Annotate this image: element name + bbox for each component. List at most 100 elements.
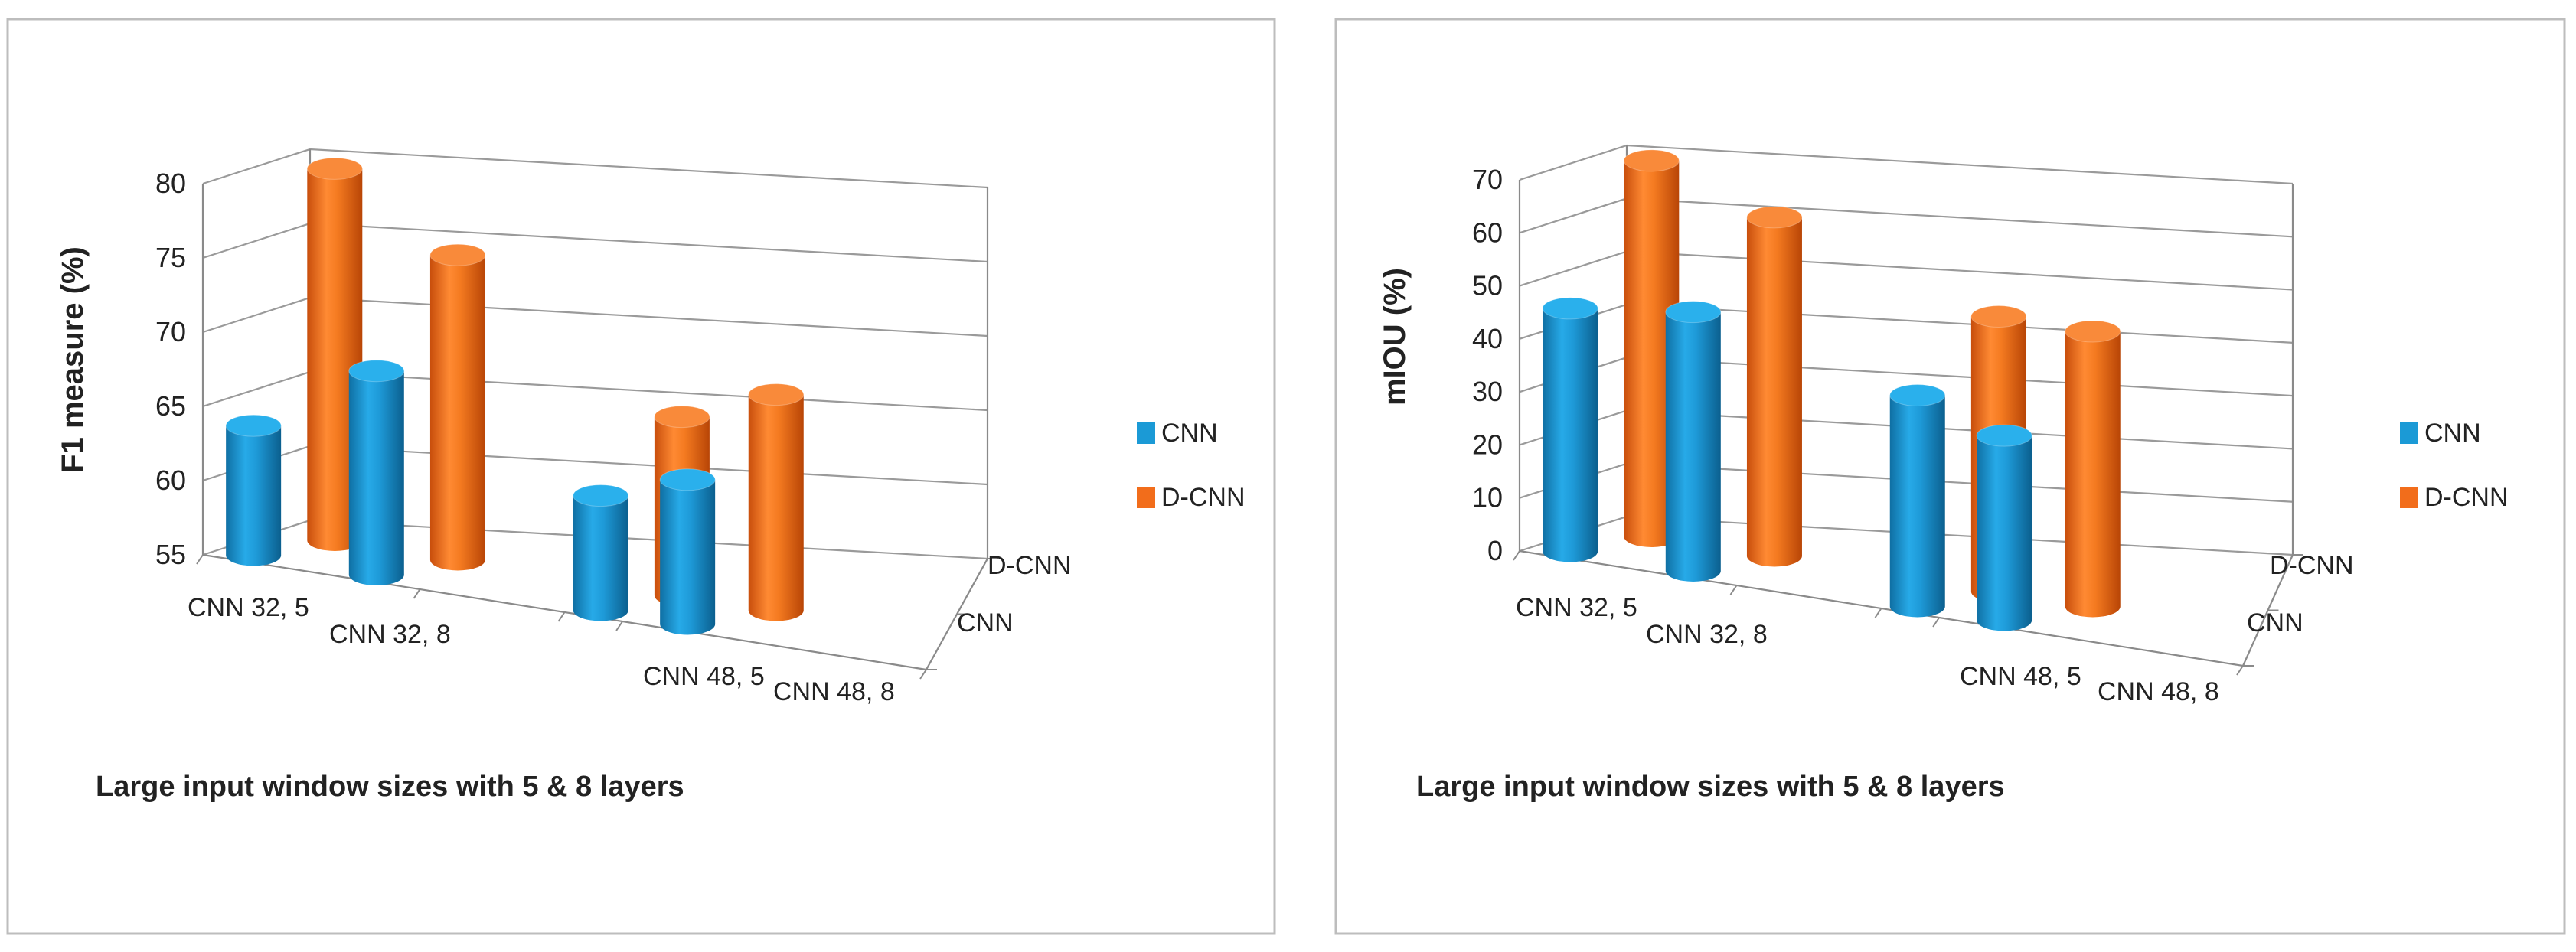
y-tick-label: 0 — [1487, 535, 1503, 566]
bar-body — [307, 168, 363, 551]
bar-d-cnn-cnn-48-8 — [748, 383, 805, 621]
bar-body — [1889, 395, 1945, 618]
y-tick-label: 70 — [1472, 164, 1503, 195]
chart-legend: CNN D-CNN — [1137, 419, 1246, 512]
chart-frame — [6, 18, 1276, 935]
bar-top — [1665, 301, 1722, 324]
bar-top — [748, 383, 805, 406]
legend-label-d-cnn: D-CNN — [1161, 483, 1246, 512]
bar-body — [748, 394, 804, 621]
bar-body — [573, 495, 628, 621]
depth-axis-label: CNN — [957, 608, 1014, 637]
bar-top — [348, 360, 405, 383]
x-tick-mark — [1513, 550, 1520, 561]
bar-cnn-cnn-32-8 — [348, 360, 405, 586]
x-axis-title: Large input window sizes with 5 & 8 laye… — [1416, 771, 2005, 803]
x-category-label: CNN 48, 5 — [643, 662, 765, 691]
chart-bars — [1542, 149, 2121, 631]
x-tick-mark — [1874, 608, 1882, 618]
bar-top — [2065, 320, 2121, 343]
bar-body — [429, 255, 485, 571]
y-tick-label: 80 — [155, 168, 186, 199]
bar-body — [1665, 311, 1721, 582]
legend-swatch-cnn — [1137, 422, 1155, 444]
x-tick-mark — [1729, 585, 1738, 595]
bar-d-cnn-cnn-32-8 — [1746, 206, 1803, 567]
x-tick-mark — [615, 621, 623, 631]
y-tick-label: 75 — [155, 242, 186, 273]
x-category-label: CNN 32, 5 — [188, 593, 309, 622]
bar-body — [348, 370, 404, 586]
y-tick-label: 50 — [1472, 270, 1503, 302]
x-tick-mark — [1932, 617, 1940, 628]
legend-swatch-d-cnn — [1137, 487, 1155, 508]
x-category-label: CNN 48, 5 — [1960, 662, 2081, 691]
bar-top — [1976, 424, 2032, 447]
chart-bars — [225, 157, 805, 635]
y-axis-title: mIOU (%) — [1378, 268, 1412, 406]
bar-d-cnn-cnn-48-8 — [2065, 320, 2121, 618]
legend-label-cnn: CNN — [2424, 419, 2481, 448]
bar-body — [660, 479, 716, 635]
bar-top — [1970, 305, 2027, 328]
x-tick-mark — [919, 669, 927, 680]
x-category-label: CNN 48, 8 — [2098, 677, 2219, 706]
depth-axis-label: D-CNN — [988, 551, 1072, 580]
bar-top — [1542, 297, 1598, 320]
bar-body — [1977, 435, 2032, 631]
y-tick-label: 70 — [155, 316, 186, 347]
y-tick-label: 40 — [1472, 323, 1503, 354]
y-tick-label: 10 — [1472, 482, 1503, 513]
depth-axis-label: CNN — [2247, 608, 2303, 637]
bar-top — [1623, 149, 1680, 172]
bar-top — [654, 406, 710, 429]
legend-label-cnn: CNN — [1161, 419, 1218, 448]
x-tick-mark — [2236, 665, 2244, 676]
bar-top — [306, 157, 363, 180]
x-category-label: CNN 32, 8 — [1646, 620, 1768, 649]
y-axis-title: F1 measure (%) — [56, 246, 90, 473]
chart-texts: 0 10 20 30 40 50 60 70 CNN 32, 5 CNN 32, 8 CNN 48,… — [1378, 164, 2354, 803]
bar-cnn-cnn-32-5 — [225, 414, 282, 566]
bar-top — [1889, 384, 1946, 406]
bar-body — [1543, 308, 1598, 562]
bar-cnn-cnn-32-8 — [1665, 301, 1722, 582]
bar-body — [1624, 160, 1680, 547]
x-tick-mark — [557, 611, 566, 622]
bar-top — [429, 243, 486, 266]
bar-cnn-cnn-48-5 — [1889, 384, 1946, 618]
bar-cnn-cnn-48-8 — [1976, 424, 2032, 631]
bar-body — [2065, 331, 2121, 618]
bar-cnn-cnn-48-8 — [659, 468, 716, 635]
legend-label-d-cnn: D-CNN — [2424, 483, 2509, 512]
bar-d-cnn-cnn-32-8 — [429, 243, 486, 571]
legend-swatch-cnn — [2400, 422, 2418, 444]
chart-frame — [1334, 18, 2566, 935]
y-tick-label: 20 — [1472, 429, 1503, 460]
depth-axis-label: D-CNN — [2270, 551, 2354, 580]
bar-d-cnn-cnn-32-5 — [306, 157, 363, 551]
y-tick-label: 60 — [1472, 217, 1503, 248]
miou-chart-panel: 0 10 20 30 40 50 60 70 CNN 32, 5 CNN 32, 8 CNN 48,… — [1334, 18, 2566, 935]
y-tick-label: 60 — [155, 465, 186, 496]
bar-d-cnn-cnn-32-5 — [1623, 149, 1680, 547]
bar-top — [573, 484, 629, 507]
f1-chart-panel: 55 60 65 70 75 80 CNN 32, 5 CNN 32, 8 CNN 48, 5 C… — [6, 18, 1276, 935]
chart-legend: CNN D-CNN — [2400, 419, 2509, 512]
x-category-label: CNN 32, 8 — [329, 620, 451, 649]
x-axis-title: Large input window sizes with 5 & 8 laye… — [96, 771, 684, 803]
bar-body — [1746, 217, 1802, 567]
x-tick-mark — [413, 588, 421, 599]
y-tick-label: 55 — [155, 539, 186, 570]
y-tick-label: 65 — [155, 390, 186, 422]
bar-cnn-cnn-32-5 — [1542, 297, 1598, 562]
bar-top — [659, 468, 716, 491]
chart-texts: 55 60 65 70 75 80 CNN 32, 5 CNN 32, 8 CNN 48, 5 C… — [56, 168, 1072, 803]
bar-cnn-cnn-48-5 — [573, 484, 629, 621]
bar-top — [1746, 206, 1803, 229]
y-tick-label: 30 — [1472, 376, 1503, 407]
legend-swatch-d-cnn — [2400, 487, 2418, 508]
bar-body — [226, 425, 282, 566]
bar-top — [225, 414, 282, 437]
